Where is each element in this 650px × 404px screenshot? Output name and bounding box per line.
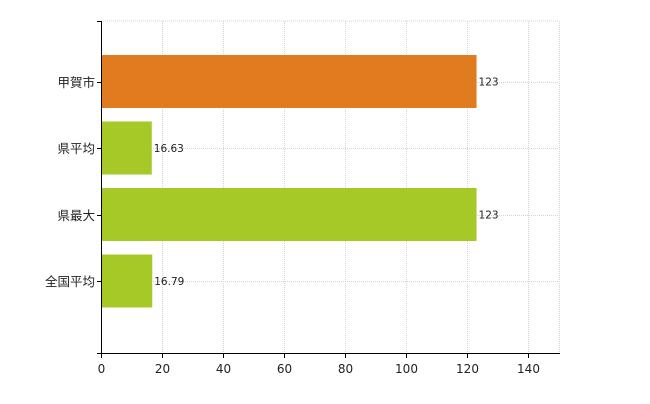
data-label: 123 [479,77,499,89]
x-tick-label: 20 [155,362,170,376]
data-label: 123 [479,210,499,222]
x-tick-label: 80 [338,362,353,376]
category-label: 全国平均 [45,274,95,289]
x-tick-label: 0 [98,362,106,376]
x-tick-label: 140 [517,362,540,376]
axis-layer [97,21,560,358]
x-tick-label: 120 [456,362,479,376]
data-label: 16.63 [154,143,184,155]
bar-4 [101,254,153,308]
bar-3 [101,188,477,241]
x-tick-label: 60 [277,362,292,376]
data-label: 16.79 [154,276,184,288]
x-tick-label: 40 [216,362,231,376]
x-tick-label: 100 [395,362,418,376]
bar-2 [101,121,152,175]
category-label: 県平均 [57,141,95,156]
bar-1 [101,55,477,108]
category-label: 県最大 [57,208,95,223]
bar-layer [101,55,477,308]
category-label: 甲賀市 [57,75,95,90]
